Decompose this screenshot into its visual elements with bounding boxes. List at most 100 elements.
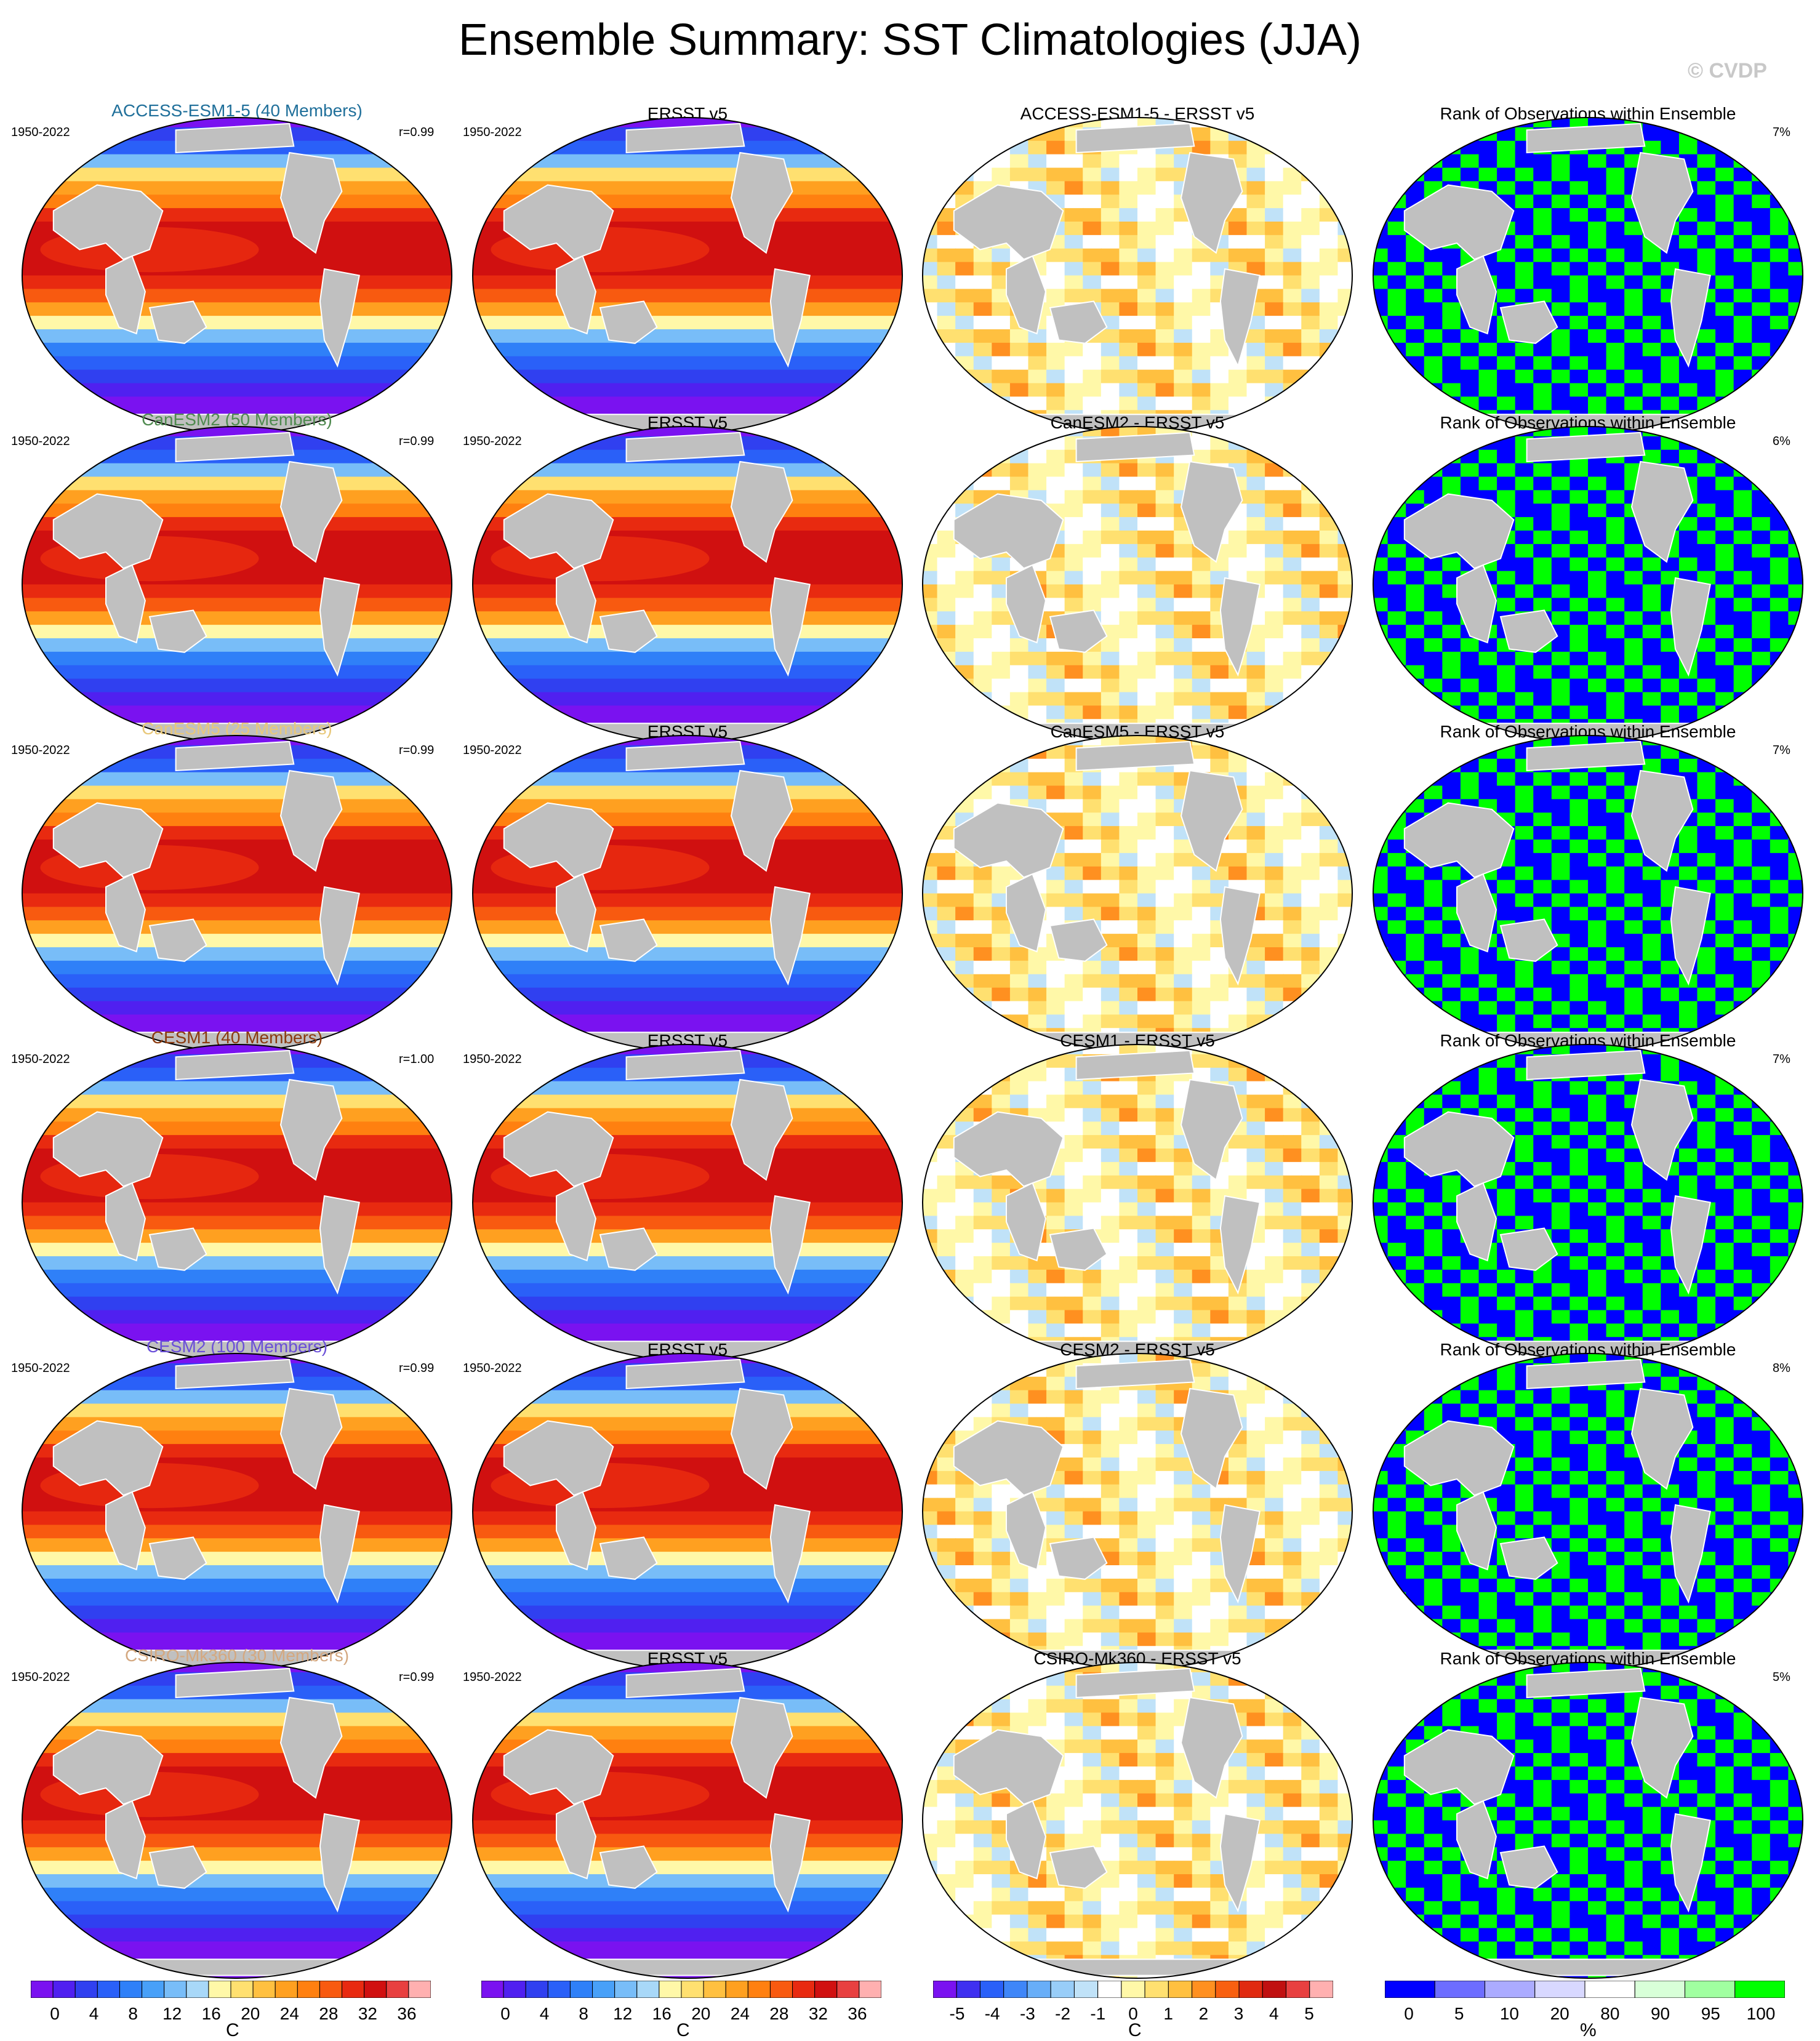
diff-cell <box>1100 1269 1120 1284</box>
rank-cell <box>1770 302 1789 317</box>
rank-cell <box>1715 557 1734 572</box>
diff-cell <box>955 611 974 626</box>
rank-cell <box>1770 1202 1789 1217</box>
rank-cell <box>1770 1323 1789 1338</box>
rank-cell <box>1569 208 1589 222</box>
land-mass <box>1219 886 1261 986</box>
diff-cell <box>1337 598 1352 612</box>
sst-band <box>473 665 902 680</box>
diff-cell <box>1046 181 1065 196</box>
rank-cell <box>1373 490 1389 505</box>
diff-cell <box>1174 866 1193 881</box>
diff-cell <box>1319 1323 1339 1338</box>
diff-cell <box>973 167 993 182</box>
diff-cell <box>1100 920 1120 935</box>
diff-cell <box>1119 1323 1138 1338</box>
diff-cell <box>1265 880 1284 894</box>
rank-cell <box>1373 1296 1389 1311</box>
rank-cell <box>1770 1296 1789 1311</box>
rank-cell <box>1752 1189 1771 1203</box>
diff-cell <box>1137 1283 1157 1297</box>
rank-cell <box>1678 436 1698 451</box>
diff-cell <box>1046 1323 1065 1338</box>
rank-cell <box>1533 1001 1552 1016</box>
diff-cell <box>1265 181 1284 196</box>
diff-cell <box>1228 517 1248 531</box>
diff-cell <box>923 1161 938 1176</box>
land-mass <box>1180 769 1243 872</box>
diff-cell <box>1337 248 1352 263</box>
diff-cell <box>1283 812 1302 827</box>
diff-cell <box>1046 584 1065 599</box>
diff-cell <box>1064 1149 1084 1163</box>
rank-cell <box>1387 692 1407 707</box>
diff-cell <box>923 745 938 760</box>
rank-cell <box>1661 1310 1680 1325</box>
rank-cell <box>1497 262 1516 276</box>
diff-cell <box>1155 369 1175 384</box>
sst-band <box>22 329 452 343</box>
rank-cell <box>1624 1149 1643 1163</box>
rank-cell <box>1697 208 1717 222</box>
diff-cell <box>973 436 993 451</box>
diff-cell <box>1137 248 1157 263</box>
rank-cell <box>1387 772 1407 787</box>
diff-cell <box>1246 745 1266 760</box>
diff-cell <box>1009 383 1029 398</box>
diff-cell <box>1319 812 1339 827</box>
rank-cell <box>1733 1054 1753 1069</box>
diff-cell <box>923 1054 938 1069</box>
diff-cell <box>1137 920 1157 935</box>
diff-cell <box>1137 342 1157 357</box>
diff-cell <box>955 140 974 155</box>
diff-cell <box>955 625 974 639</box>
diff-cell <box>1301 934 1320 948</box>
rank-cell <box>1373 960 1389 975</box>
land-mass <box>1630 460 1694 563</box>
rank-cell <box>1697 1108 1717 1123</box>
sst-band <box>473 934 902 948</box>
diff-cell <box>1100 1001 1120 1016</box>
rank-cell <box>1788 745 1803 760</box>
rank-cell <box>1533 1121 1552 1136</box>
rank-cell <box>1733 369 1753 384</box>
diff-cell <box>923 799 938 814</box>
diff-cell <box>1246 1081 1266 1096</box>
diff-cell <box>1119 235 1138 249</box>
rank-cell <box>1715 140 1734 155</box>
rank-cell <box>1606 383 1626 398</box>
diff-cell <box>1009 118 1029 128</box>
rank-cell <box>1642 369 1662 384</box>
diff-cell <box>937 571 956 585</box>
diff-cell <box>1337 1323 1352 1338</box>
rank-cell <box>1533 1310 1552 1325</box>
rank-cell <box>1424 289 1443 303</box>
rank-cell <box>1733 866 1753 881</box>
diff-cell <box>937 517 956 531</box>
diff-cell <box>1064 517 1084 531</box>
rank-cell <box>1606 194 1626 209</box>
rank-cell <box>1715 974 1734 988</box>
diff-cell <box>973 1175 993 1190</box>
rank-cell <box>1788 1001 1803 1016</box>
rank-cell <box>1406 1310 1425 1325</box>
rank-cell <box>1551 1323 1571 1338</box>
rank-cell <box>1588 557 1607 572</box>
rank-cell <box>1752 1045 1771 1055</box>
rank-cell <box>1373 302 1389 317</box>
rank-cell <box>1569 503 1589 518</box>
diff-cell <box>1283 436 1302 451</box>
rank-cell <box>1533 275 1552 290</box>
diff-cell <box>1319 1269 1339 1284</box>
rank-cell <box>1697 1067 1717 1082</box>
diff-cell <box>992 934 1011 948</box>
rank-cell <box>1497 692 1516 707</box>
diff-cell <box>955 651 974 666</box>
diff-cell <box>937 1202 956 1217</box>
rank-cell <box>1551 329 1571 343</box>
diff-cell <box>1246 1283 1266 1297</box>
rank-cell <box>1551 476 1571 491</box>
land-mass <box>1630 1078 1694 1181</box>
rank-cell <box>1424 302 1443 317</box>
diff-cell <box>955 1001 974 1016</box>
